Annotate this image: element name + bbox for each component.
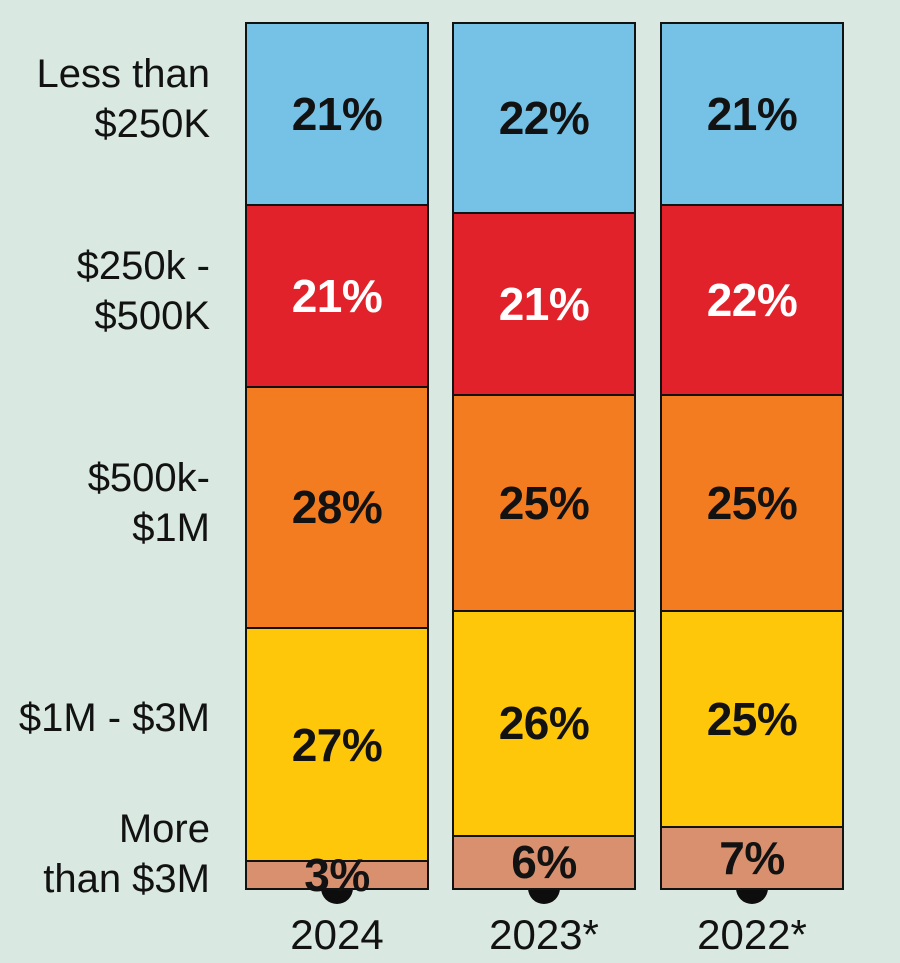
segment-value-label: 26% xyxy=(498,697,590,750)
segment-value-label: 21% xyxy=(291,87,383,140)
segment-2023-1m-3m: 26% xyxy=(454,612,634,837)
segment-value-label: 6% xyxy=(511,836,577,889)
segment-value-label: 25% xyxy=(498,477,590,530)
segment-value-label: 21% xyxy=(706,87,798,140)
year-label-2024: 2024 xyxy=(290,911,384,958)
row-label-500k-1m: $500k- $1M xyxy=(87,456,210,550)
segment-value-label: 28% xyxy=(291,481,383,534)
row-label-less-than-250k: Less than $250K xyxy=(36,52,210,146)
bar-2023: 22% 21% 25% 26% 6% 2023* xyxy=(452,22,636,956)
bar-column: 22% 21% 25% 26% 6% xyxy=(452,22,636,890)
segment-2022-less-than-250k: 21% xyxy=(662,24,842,206)
segment-2024-more-than-3m: 3% xyxy=(247,852,427,898)
segment-value-label: 22% xyxy=(706,273,798,326)
segment-2022-1m-3m: 25% xyxy=(662,612,842,829)
year-label-2023: 2023* xyxy=(489,911,599,958)
row-label-250k-500k: $250k - $500K xyxy=(76,244,210,338)
segment-value-label: 27% xyxy=(291,718,383,771)
segment-2022-more-than-3m: 7% xyxy=(662,828,842,888)
bar-2022: 21% 22% 25% 25% 7% 2022* xyxy=(660,22,844,956)
segment-2024-500k-1m: 28% xyxy=(247,387,427,630)
year-label-2022: 2022* xyxy=(697,911,807,958)
segment-value-label: 21% xyxy=(498,278,590,331)
segment-2023-less-than-250k: 22% xyxy=(454,24,634,215)
bar-2024: 21% 21% 28% 27% 3% 2024 xyxy=(245,22,429,956)
bar-column: 21% 21% 28% 27% 3% xyxy=(245,22,429,898)
segment-value-label: 25% xyxy=(706,693,798,746)
segment-value-label: 25% xyxy=(706,477,798,530)
segment-2024-1m-3m: 27% xyxy=(247,629,427,863)
segment-value-label: 21% xyxy=(291,269,383,322)
row-label-more-than-3m: More than $3M xyxy=(43,807,210,901)
segment-value-label: 3% xyxy=(304,849,370,902)
segment-2023-500k-1m: 25% xyxy=(454,396,634,613)
row-label-1m-3m: $1M - $3M xyxy=(18,696,210,740)
segment-2022-250k-500k: 22% xyxy=(662,205,842,397)
segment-2023-more-than-3m: 6% xyxy=(454,836,634,889)
segment-2023-250k-500k: 21% xyxy=(454,214,634,397)
segment-value-label: 7% xyxy=(719,832,785,885)
segment-value-label: 22% xyxy=(498,92,590,145)
bar-column: 21% 22% 25% 25% 7% xyxy=(660,22,844,890)
segment-2024-250k-500k: 21% xyxy=(247,205,427,388)
segment-2022-500k-1m: 25% xyxy=(662,396,842,613)
segment-2024-less-than-250k: 21% xyxy=(247,24,427,206)
